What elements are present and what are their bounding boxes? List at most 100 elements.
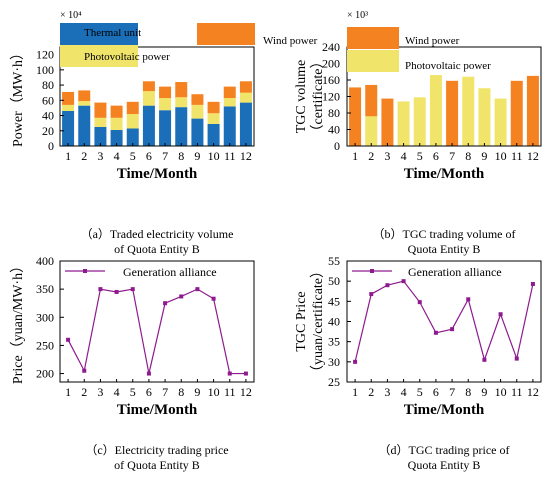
x-tick-label: 9 <box>481 385 487 399</box>
bar-pv-month-2 <box>78 101 91 106</box>
x-axis-label: Time/Month <box>404 402 485 418</box>
y-tick-label: 40 <box>42 109 54 123</box>
x-tick-label: 4 <box>114 385 120 399</box>
legend-swatch-pv <box>60 45 138 67</box>
x-tick-label: 4 <box>401 385 407 399</box>
bar-pv-month-10 <box>494 98 507 146</box>
bar-wind-month-3 <box>381 98 394 146</box>
bar-thermal-month-6 <box>142 105 155 146</box>
bar-thermal-month-8 <box>175 107 188 146</box>
y-tick-label: 40 <box>328 315 340 329</box>
bar-pv-month-11 <box>223 98 236 107</box>
point-month-6 <box>433 330 438 335</box>
bar-pv-month-7 <box>159 98 172 111</box>
bar-wind-month-10 <box>207 101 220 114</box>
series-line-line <box>67 288 246 375</box>
bar-pv-month-5 <box>413 97 426 146</box>
x-tick-label: 11 <box>224 149 236 163</box>
bar-wind-month-6 <box>142 81 155 92</box>
x-tick-label: 5 <box>130 149 136 163</box>
legend-swatch-pv <box>347 50 399 72</box>
x-tick-label: 12 <box>527 385 539 399</box>
axis-multiplier: × 10³ <box>347 10 368 21</box>
legend-label-pv: Photovoltaic power <box>405 60 491 72</box>
x-tick-label: 5 <box>417 149 423 163</box>
x-tick-label: 12 <box>240 149 252 163</box>
x-tick-label: 12 <box>527 149 539 163</box>
bar-thermal-month-5 <box>126 128 139 146</box>
y-tick-label: 0 <box>334 139 340 153</box>
y-axis-label: Price（yuan/MW·h） <box>10 259 26 384</box>
point-month-3 <box>98 287 103 292</box>
bar-pv-month-10 <box>207 113 220 124</box>
bar-pv-month-4 <box>110 117 123 131</box>
point-month-4 <box>401 279 406 284</box>
y-tick-label: 160 <box>322 73 340 87</box>
x-tick-label: 5 <box>417 385 423 399</box>
x-tick-label: 9 <box>194 385 200 399</box>
x-tick-label: 4 <box>401 149 407 163</box>
legend-swatch-wind <box>347 27 399 49</box>
point-month-12 <box>243 371 248 376</box>
bar-wind-month-1 <box>62 91 75 105</box>
y-tick-label: 80 <box>42 78 54 92</box>
caption-line: Quota Entity B <box>408 458 481 472</box>
point-month-7 <box>450 327 455 332</box>
caption-line: of Quota Entity B <box>114 458 200 472</box>
x-tick-label: 1 <box>352 149 358 163</box>
bar-wind-month-2 <box>78 90 91 102</box>
y-tick-label: 400 <box>36 254 54 268</box>
bar-thermal-month-4 <box>110 130 123 146</box>
point-month-5 <box>417 300 422 305</box>
plot-frame <box>346 260 542 383</box>
y-tick-label: 120 <box>36 48 54 62</box>
bar-wind-month-8 <box>175 82 188 98</box>
x-axis-label: Time/Month <box>404 166 485 182</box>
point-month-7 <box>163 301 168 306</box>
x-tick-label: 6 <box>146 149 152 163</box>
y-tick-label: 80 <box>328 106 340 120</box>
legend-swatch-wind <box>197 23 255 45</box>
bar-wind-month-7 <box>446 80 459 146</box>
bar-wind-month-12 <box>239 81 252 93</box>
x-tick-label: 7 <box>449 149 455 163</box>
x-tick-label: 2 <box>81 385 87 399</box>
x-tick-label: 5 <box>130 385 136 399</box>
caption-line: （a）Traded electricity volume <box>81 227 234 241</box>
x-tick-label: 2 <box>81 149 87 163</box>
bar-pv-month-2 <box>365 116 378 146</box>
bar-wind-month-4 <box>110 105 123 118</box>
bar-thermal-month-12 <box>239 102 252 146</box>
legend-label-wind: Wind power <box>405 35 460 47</box>
y-tick-label: 40 <box>328 123 340 137</box>
bar-thermal-month-3 <box>94 126 107 146</box>
x-tick-label: 11 <box>511 385 523 399</box>
x-tick-label: 12 <box>240 385 252 399</box>
x-tick-label: 10 <box>208 385 220 399</box>
point-month-10 <box>211 296 216 301</box>
bar-pv-month-8 <box>175 97 188 108</box>
bar-pv-month-6 <box>429 75 442 146</box>
bar-wind-month-2 <box>365 84 378 117</box>
bar-wind-month-11 <box>223 86 236 99</box>
x-tick-label: 11 <box>224 385 236 399</box>
bar-wind-month-12 <box>526 75 539 146</box>
x-tick-label: 6 <box>433 385 439 399</box>
bar-pv-month-4 <box>397 101 410 146</box>
bar-pv-month-8 <box>462 76 475 146</box>
y-axis-label: （yuan/certificate） <box>310 264 326 379</box>
legend-marker <box>83 269 87 273</box>
caption-line: of Quota Entity B <box>114 242 200 256</box>
point-month-6 <box>146 371 151 376</box>
y-tick-label: 250 <box>36 338 54 352</box>
y-tick-label: 60 <box>42 93 54 107</box>
x-tick-label: 10 <box>495 149 507 163</box>
x-tick-label: 1 <box>65 385 71 399</box>
y-tick-label: 200 <box>36 367 54 381</box>
x-axis-label: Time/Month <box>117 166 198 182</box>
point-month-3 <box>385 283 390 288</box>
bar-pv-month-1 <box>62 104 75 111</box>
